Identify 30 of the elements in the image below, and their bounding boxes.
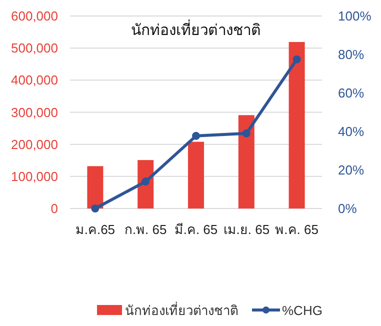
y2-tick-label: 0%	[338, 201, 358, 216]
point	[142, 178, 150, 186]
y-tick-label: 500,000	[11, 40, 58, 56]
y2-tick-label: 100%	[338, 8, 372, 24]
y-tick-label: 600,000	[11, 8, 58, 24]
x-tick-label: ก.พ. 65	[124, 222, 167, 237]
y2-tick-label: 80%	[338, 47, 364, 62]
chart-title: นักท่องเที่ยวต่างชาติ	[131, 19, 261, 39]
legend-label: %CHG	[282, 303, 322, 318]
y2-tick-label: 60%	[338, 86, 364, 100]
x-tick-label: ม.ค.65	[75, 222, 116, 237]
y-tick-label: 400,000	[11, 72, 58, 88]
bar	[188, 142, 204, 208]
y-tick-label: 0	[50, 201, 58, 216]
point	[292, 55, 301, 64]
point	[192, 132, 200, 140]
y-tick-label: 200,000	[11, 136, 58, 152]
point	[242, 129, 250, 138]
bar	[87, 166, 104, 208]
bar	[238, 115, 254, 208]
point	[91, 204, 100, 212]
x-tick-label: มี.ค. 65	[174, 222, 218, 237]
x-tick-label: พ.ค. 65	[275, 222, 318, 237]
y2-tick-label: 40%	[338, 124, 364, 139]
y-tick-label: 100,000	[11, 168, 58, 184]
y-tick-label: 300,000	[11, 104, 58, 120]
legend-label: นักท่องเที่ยวต่างชาติ	[125, 302, 238, 318]
x-tick-label: เม.ย. 65	[223, 222, 270, 237]
y2-tick-label: 20%	[338, 162, 364, 178]
bar	[288, 42, 305, 208]
